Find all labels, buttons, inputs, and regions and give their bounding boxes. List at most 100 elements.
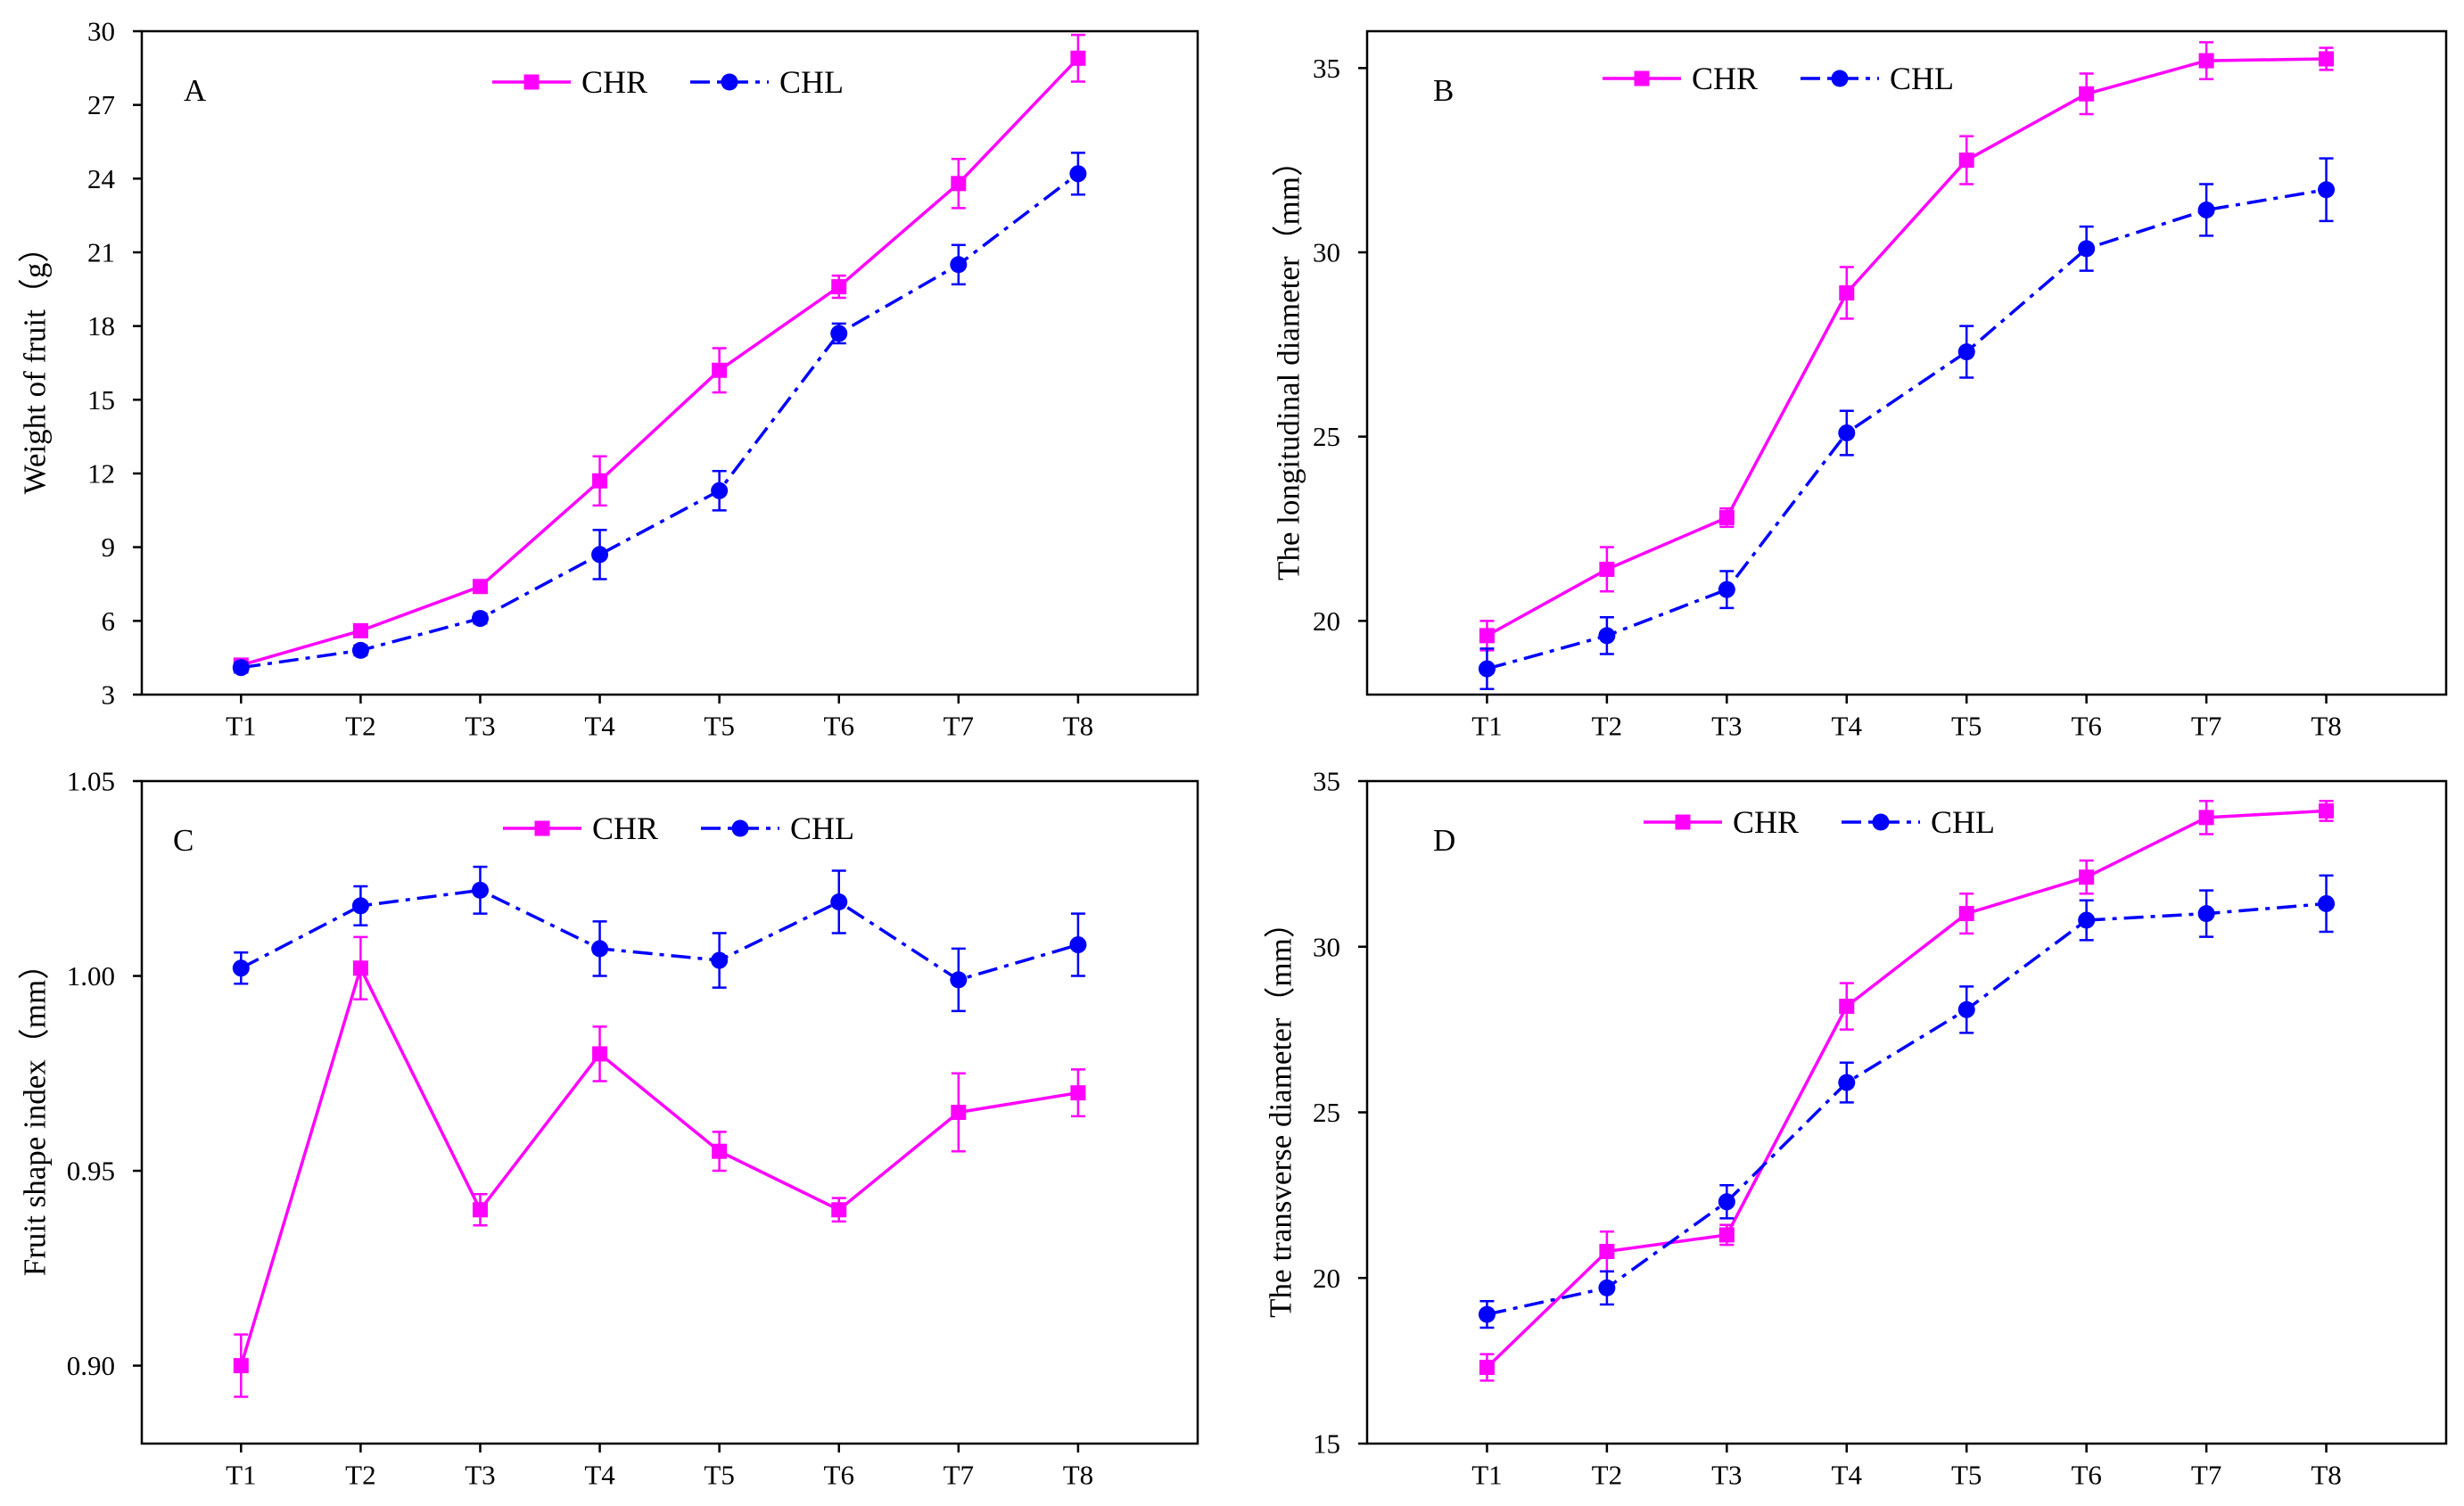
y-tick-label: 15: [87, 384, 115, 416]
data-point-circle: [711, 481, 729, 499]
data-point-square: [592, 473, 608, 489]
series-chl: [1478, 157, 2336, 691]
legend-entry-chl: CHL: [690, 64, 844, 100]
legend-marker-square: [1675, 814, 1691, 830]
data-point-circle: [1478, 1305, 1496, 1323]
y-tick-label: 0.95: [67, 1156, 115, 1187]
legend-label: CHL: [1931, 804, 1995, 840]
data-point-square: [1718, 1227, 1735, 1243]
legend: CHR CHL: [503, 811, 854, 846]
legend: CHR CHL: [492, 64, 844, 100]
x-tick-label: T3: [465, 711, 495, 742]
data-point-square: [1718, 510, 1735, 526]
data-points: [232, 165, 1087, 677]
data-point-circle: [2078, 240, 2096, 258]
legend-entry-chr: CHR: [1644, 804, 1799, 840]
data-point-circle: [2197, 201, 2215, 218]
data-point-square: [1479, 1360, 1495, 1376]
x-axis: T1 T2 T3 T4 T5 T6 T7 T8: [226, 1444, 1093, 1491]
y-axis-label: The longitudinal diameter（mm）: [1272, 145, 1306, 580]
legend-marker-circle: [1831, 70, 1849, 87]
data-point-circle: [1957, 343, 1975, 361]
plot-frame: [1365, 779, 2448, 1445]
data-points: [233, 50, 1086, 673]
x-tick-label: T5: [1951, 711, 1982, 742]
x-tick-label: T5: [704, 711, 734, 742]
data-point-circle: [2318, 894, 2336, 912]
y-tick-label: 15: [1313, 1428, 1340, 1460]
y-tick-label: 25: [1313, 1097, 1340, 1128]
series-line-chl: [1487, 901, 2327, 1316]
data-point-square: [2079, 869, 2095, 885]
x-tick-label: T6: [824, 1460, 854, 1491]
data-point-circle: [1838, 1074, 1856, 1091]
y-axis-label: The transverse diameter（mm）: [1264, 907, 1298, 1318]
error-bars: [1479, 157, 2334, 691]
data-point-square: [1839, 284, 1855, 300]
x-tick-label: T8: [1063, 1460, 1093, 1491]
data-point-square: [2079, 86, 2095, 102]
x-tick-label: T5: [704, 1460, 734, 1491]
data-point-circle: [711, 951, 729, 969]
legend-label: CHL: [1890, 61, 1954, 96]
data-point-square: [1958, 152, 1974, 169]
y-axis-label: Fruit shape index（mm）: [18, 949, 53, 1276]
data-point-circle: [950, 256, 968, 274]
data-point-circle: [351, 897, 369, 915]
chart-panel-b: 20 25 30 35 T1 T2 T3 T4 T5 T6 T7 T8 The longitudinal…: [1272, 29, 2448, 742]
data-point-circle: [950, 971, 968, 989]
data-point-circle: [351, 641, 369, 659]
data-point-circle: [1069, 165, 1087, 183]
data-point-circle: [471, 881, 489, 899]
legend-marker-circle: [721, 73, 738, 91]
x-tick-label: T6: [2071, 711, 2101, 742]
x-tick-label: T1: [226, 711, 256, 742]
y-tick-label: 30: [1313, 931, 1340, 962]
data-point-circle: [2318, 181, 2336, 199]
x-tick-label: T3: [465, 1460, 495, 1491]
legend-marker-square: [534, 820, 550, 836]
data-point-square: [1839, 999, 1855, 1015]
legend: CHR CHL: [1644, 804, 1995, 840]
data-point-circle: [591, 546, 609, 564]
x-tick-label: T4: [1832, 711, 1863, 742]
data-point-square: [352, 960, 368, 976]
legend-marker-square: [1634, 70, 1650, 86]
legend-entry-chr: CHR: [503, 811, 658, 846]
data-point-circle: [1718, 580, 1735, 598]
data-point-circle: [232, 659, 250, 677]
series-chr: [233, 935, 1086, 1398]
legend-marker-circle: [1872, 813, 1890, 831]
x-tick-label: T7: [2191, 711, 2221, 742]
data-point-square: [472, 1202, 488, 1218]
x-tick-label: T8: [2311, 1460, 2341, 1491]
data-point-circle: [1598, 627, 1616, 645]
data-points: [1479, 802, 2335, 1376]
series-line-chr: [1486, 809, 2327, 1369]
data-point-circle: [1718, 1193, 1735, 1211]
panel-label: D: [1433, 823, 1455, 858]
y-tick-label: 3: [102, 679, 116, 711]
data-point-square: [2198, 810, 2214, 826]
legend-entry-chr: CHR: [1603, 61, 1758, 96]
data-point-circle: [1478, 660, 1496, 678]
x-tick-label: T7: [2191, 1460, 2221, 1491]
data-point-square: [472, 579, 488, 595]
data-points: [1478, 894, 2336, 1323]
x-tick-label: T2: [345, 711, 375, 742]
y-tick-label: 18: [87, 310, 115, 342]
x-axis: T1 T2 T3 T4 T5 T6 T7 T8: [1471, 1444, 2342, 1491]
y-tick-label: 35: [1313, 766, 1340, 797]
data-point-square: [233, 1358, 249, 1374]
legend-label: CHL: [779, 64, 844, 100]
data-point-square: [1070, 50, 1086, 66]
data-point-square: [352, 622, 368, 638]
series-chr: [1479, 41, 2335, 652]
chart-panel-d: 15 20 25 30 35 T1 T2 T3 T4 T5 T6 T7 T8 The transverse…: [1264, 766, 2448, 1491]
data-point-square: [831, 279, 847, 295]
data-point-circle: [2197, 905, 2215, 923]
panel-label: B: [1433, 73, 1454, 108]
series-chl: [232, 865, 1087, 1013]
x-tick-label: T3: [1711, 1460, 1742, 1491]
data-point-circle: [471, 610, 489, 628]
